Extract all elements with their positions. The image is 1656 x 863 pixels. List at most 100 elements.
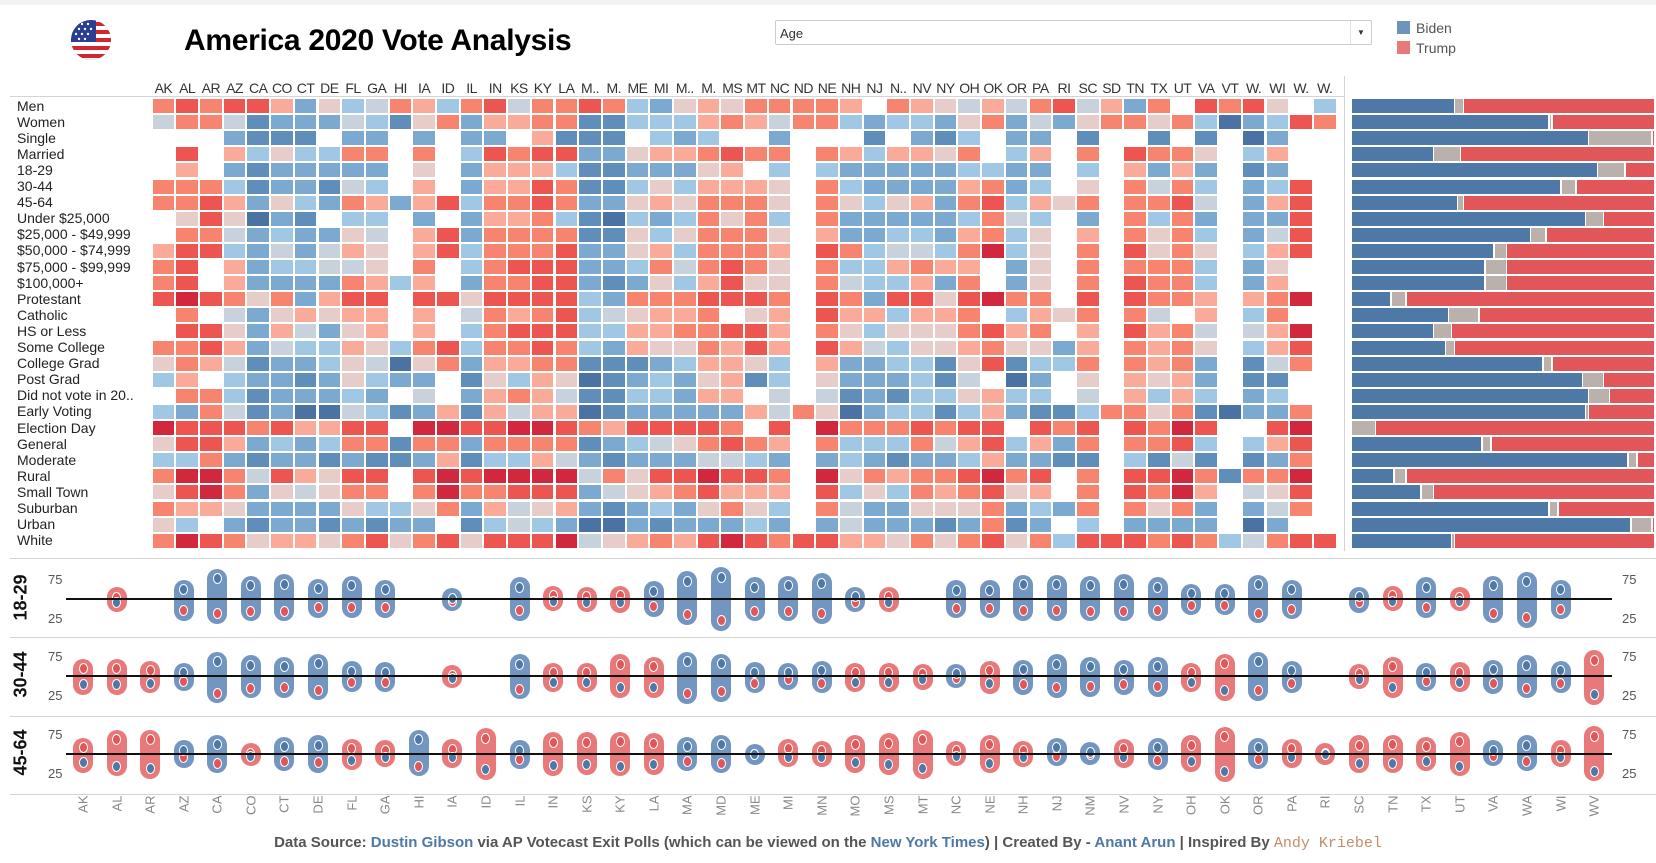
heatmap-cell[interactable] (910, 532, 934, 549)
heatmap-cell[interactable] (507, 452, 531, 469)
heatmap-cell[interactable] (578, 307, 602, 324)
heatmap-cell[interactable] (1123, 516, 1147, 533)
heatmap-cell[interactable] (436, 436, 460, 453)
heatmap-cell[interactable] (175, 226, 199, 243)
heatmap-cell[interactable] (1028, 468, 1053, 485)
heatmap-cell[interactable] (1289, 210, 1313, 227)
heatmap-cell[interactable] (317, 291, 342, 308)
heatmap-cell[interactable] (1028, 387, 1053, 404)
heatmap-cell[interactable] (199, 436, 223, 453)
heatmap-cell[interactable] (720, 355, 745, 372)
heatmap-cell[interactable] (341, 339, 365, 356)
bar-segment-other[interactable] (1455, 99, 1463, 113)
heatmap-cell[interactable] (554, 452, 579, 469)
dot-trump[interactable] (682, 609, 692, 621)
heatmap-cell[interactable] (744, 403, 768, 420)
heatmap-cell[interactable] (1147, 420, 1171, 437)
heatmap-cell[interactable] (483, 484, 508, 501)
dot-trump[interactable] (649, 661, 659, 673)
dot-biden[interactable] (1287, 584, 1297, 596)
heatmap-cell[interactable] (1194, 291, 1219, 308)
bar-segment-biden[interactable] (1352, 517, 1631, 532)
bar-segment-biden[interactable] (1352, 115, 1549, 130)
heatmap-cell[interactable] (151, 436, 176, 453)
bar-segment-biden[interactable] (1352, 453, 1628, 468)
heatmap-cell[interactable] (1123, 114, 1147, 131)
heatmap-cell[interactable] (175, 516, 199, 533)
heatmap-cell[interactable] (530, 194, 555, 211)
heatmap-cell[interactable] (293, 226, 318, 243)
dot-biden[interactable] (1018, 664, 1028, 676)
dot-biden[interactable] (582, 759, 592, 771)
heatmap-cell[interactable] (1289, 355, 1313, 372)
heatmap-cell[interactable] (270, 146, 294, 163)
heatmap-cell[interactable] (270, 307, 294, 324)
bar-segment-trump[interactable] (1576, 179, 1655, 194)
heatmap-cell[interactable] (862, 339, 887, 356)
heatmap-cell[interactable] (933, 98, 958, 115)
dot-biden[interactable] (313, 583, 323, 595)
heatmap-cell[interactable] (601, 339, 626, 356)
heatmap-cell[interactable] (933, 500, 958, 517)
heatmap-cell[interactable] (175, 291, 199, 308)
heatmap-cell[interactable] (886, 162, 910, 179)
heatmap-cell[interactable] (554, 146, 579, 163)
dot-biden[interactable] (548, 676, 558, 688)
heatmap-cell[interactable] (483, 500, 508, 517)
heatmap-cell[interactable] (862, 226, 887, 243)
heatmap-cell[interactable] (1194, 130, 1219, 147)
dot-biden[interactable] (1589, 765, 1599, 777)
heatmap-cell[interactable] (293, 532, 318, 549)
heatmap-cell[interactable] (1194, 468, 1219, 485)
heatmap-cell[interactable] (957, 339, 982, 356)
heatmap-cell[interactable] (507, 291, 531, 308)
heatmap-cell[interactable] (1241, 532, 1266, 549)
heatmap-cell[interactable] (601, 275, 626, 292)
heatmap-cell[interactable] (412, 403, 436, 420)
dumbbell-capsule[interactable] (979, 660, 1000, 694)
heatmap-cell[interactable] (625, 210, 650, 227)
heatmap-cell[interactable] (720, 387, 745, 404)
heatmap-cell[interactable] (981, 420, 1005, 437)
heatmap-cell[interactable] (933, 259, 958, 276)
heatmap-cell[interactable] (933, 275, 958, 292)
bar-segment-biden[interactable] (1352, 179, 1561, 194)
heatmap-cell[interactable] (625, 162, 650, 179)
heatmap-cell[interactable] (1241, 259, 1266, 276)
heatmap-cell[interactable] (1099, 114, 1124, 131)
heatmap-cell[interactable] (317, 532, 342, 549)
heatmap-cell[interactable] (1004, 114, 1029, 131)
dot-trump[interactable] (1421, 741, 1431, 753)
heatmap-cell[interactable] (862, 420, 887, 437)
heatmap-cell[interactable] (293, 194, 318, 211)
heatmap-cell[interactable] (1194, 355, 1219, 372)
heatmap-cell[interactable] (1170, 355, 1195, 372)
heatmap-cell[interactable] (1147, 516, 1171, 533)
heatmap-cell[interactable] (767, 259, 792, 276)
heatmap-cell[interactable] (1265, 387, 1290, 404)
dot-biden[interactable] (1421, 667, 1431, 679)
heatmap-cell[interactable] (1170, 194, 1195, 211)
heatmap-cell[interactable] (720, 178, 745, 195)
heatmap-cell[interactable] (767, 339, 792, 356)
heatmap-cell[interactable] (222, 403, 247, 420)
dot-biden[interactable] (850, 757, 860, 769)
heatmap-cell[interactable] (910, 242, 934, 259)
dot-trump[interactable] (414, 760, 424, 772)
heatmap-cell[interactable] (1289, 339, 1313, 356)
heatmap-cell[interactable] (933, 162, 958, 179)
heatmap-cell[interactable] (649, 98, 673, 115)
heatmap-cell[interactable] (744, 275, 768, 292)
heatmap-cell[interactable] (649, 114, 673, 131)
heatmap-cell[interactable] (601, 436, 626, 453)
heatmap-cell[interactable] (1123, 420, 1147, 437)
heatmap-cell[interactable] (507, 210, 531, 227)
heatmap-cell[interactable] (910, 323, 934, 340)
heatmap-cell[interactable] (862, 178, 887, 195)
heatmap-cell[interactable] (459, 178, 484, 195)
heatmap-cell[interactable] (649, 291, 673, 308)
dot-trump[interactable] (1153, 605, 1163, 617)
heatmap-cell[interactable] (1147, 452, 1171, 469)
dot-biden[interactable] (112, 679, 122, 691)
heatmap-cell[interactable] (744, 307, 768, 324)
